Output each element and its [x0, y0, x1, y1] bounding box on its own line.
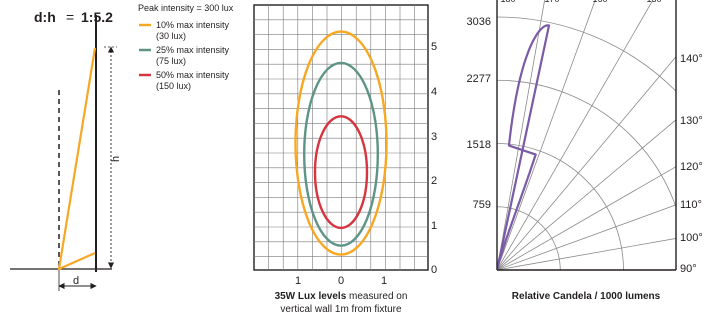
polar-spoke [497, 0, 546, 270]
grid-caption-bold: 35W Lux levels [275, 291, 347, 302]
polar-ring [497, 206, 561, 270]
top-tick-160: 160 [592, 0, 607, 4]
y-tick-5: 5 [431, 41, 437, 53]
polar-caption: Relative Candela / 1000 lumens [512, 291, 661, 302]
ratio-value: 1:5.2 [81, 9, 113, 25]
r-tick-759: 759 [473, 199, 491, 211]
ratio-equals: = [66, 9, 74, 25]
angle-tick-120: 120° [680, 161, 703, 173]
grid-caption-line1: 35W Lux levels measured on [275, 291, 408, 302]
ratio-label: d:h [34, 9, 56, 25]
polar-spoke [497, 0, 654, 270]
angle-tick-90: 90° [680, 263, 697, 275]
x-tick-0: 0 [338, 275, 344, 287]
grid-lines [254, 5, 428, 270]
legend-item-25pct-label: 25% max intensity [156, 45, 230, 55]
polar-spoke [497, 0, 596, 270]
grid-frame [253, 4, 429, 271]
lux-contour-10pct [294, 30, 388, 256]
legend-item-10pct-value: (30 lux) [156, 31, 186, 41]
mounting-diagram: d:h = 1:5.2 h d [10, 9, 122, 291]
y-tick-3: 3 [431, 131, 437, 143]
polar-ring [497, 79, 676, 209]
legend-item-25pct-value: (75 lux) [156, 56, 186, 66]
lux-contours [294, 30, 388, 256]
polar-grid [497, 0, 676, 270]
angle-tick-140: 140° [680, 53, 703, 65]
lux-grid-chart: 1 0 1 0 1 2 3 4 5 35W Lux levels measure… [253, 4, 437, 315]
top-tick-150: 150 [646, 0, 661, 4]
light-beam-outline [57, 47, 97, 271]
r-tick-2277: 2277 [467, 73, 491, 85]
polar-spoke [497, 238, 676, 270]
width-label: d [73, 275, 79, 287]
r-tick-3036: 3036 [467, 16, 491, 28]
polar-spoke [497, 119, 676, 270]
legend-title: Peak intensity = 300 lux [138, 3, 234, 13]
legend-item-50pct-label: 50% max intensity [156, 70, 230, 80]
x-tick-left-1: 1 [295, 275, 301, 287]
angle-tick-100: 100° [680, 232, 703, 244]
y-tick-2: 2 [431, 175, 437, 187]
lux-contour-50pct [313, 115, 369, 230]
polar-spoke [497, 204, 676, 270]
lux-contour-25pct [303, 61, 380, 247]
top-tick-180: 180 [500, 0, 515, 4]
y-tick-0: 0 [431, 264, 437, 276]
grid-caption-rest: measured on [346, 291, 407, 302]
y-tick-4: 4 [431, 86, 437, 98]
candela-curve [497, 24, 551, 270]
x-tick-right-1: 1 [381, 275, 387, 287]
polar-spoke [497, 56, 676, 270]
polar-curve [497, 24, 551, 270]
y-tick-1: 1 [431, 220, 437, 232]
angle-tick-110: 110° [680, 199, 702, 211]
angle-tick-130: 130° [680, 115, 703, 127]
grid-caption-line2: vertical wall 1m from fixture [280, 304, 402, 315]
polar-candela-chart: 3036 2277 1518 759 180 170 160 150 140° … [467, 0, 703, 302]
legend-item-10pct-label: 10% max intensity [156, 20, 230, 30]
r-tick-1518: 1518 [467, 139, 491, 151]
legend-item-50pct-value: (150 lux) [156, 81, 191, 91]
legend: Peak intensity = 300 lux 10% max intensi… [138, 3, 234, 91]
polar-spoke [497, 166, 676, 270]
top-tick-170: 170 [544, 0, 559, 4]
height-label: h [110, 156, 122, 162]
